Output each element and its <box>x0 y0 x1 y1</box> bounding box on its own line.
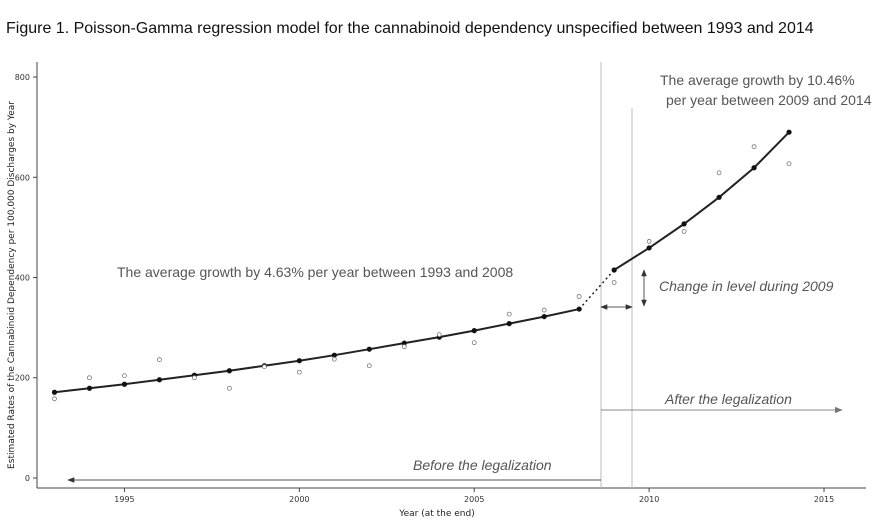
observed-point <box>646 239 652 244</box>
fitted-point <box>751 165 757 171</box>
annotation-after-legalization: After the legalization <box>664 391 792 407</box>
y-tick-label: 800 <box>15 73 30 82</box>
fitted-point <box>576 306 582 312</box>
observed-point <box>226 385 232 391</box>
fitted-point <box>506 321 512 327</box>
observed-point <box>541 307 547 313</box>
fitted-point <box>681 221 687 227</box>
observed-point <box>52 396 57 402</box>
observed-point <box>122 373 127 379</box>
fitted-point <box>156 377 163 383</box>
fitted-point <box>471 328 477 334</box>
annotation-before-legalization: Before the legalization <box>413 457 552 473</box>
x-tick-label: 1995 <box>114 495 134 504</box>
fitted-point <box>86 385 93 391</box>
observed-point <box>192 375 197 381</box>
chart-title: Figure 1. Poisson-Gamma regression model… <box>6 20 814 37</box>
annotation-level-change: Change in level during 2009 <box>659 278 834 294</box>
fitted-point <box>541 313 547 320</box>
observed-point <box>87 375 92 381</box>
annotation-growth-after-line2: per year between 2009 and 2014 <box>666 92 872 108</box>
annotation-growth-after-line1: The average growth by 10.46% <box>660 72 855 88</box>
fitted-point <box>366 346 372 352</box>
x-tick-label: 2010 <box>639 495 659 504</box>
observed-point <box>576 294 582 299</box>
observed-point <box>611 280 617 285</box>
observed-point <box>716 170 722 176</box>
fitted-point <box>716 194 722 200</box>
x-tick-label: 2005 <box>464 495 484 504</box>
fitted-point <box>401 340 407 346</box>
x-tick-label: 2000 <box>289 495 309 504</box>
fitted-point <box>226 368 232 374</box>
observed-point <box>436 332 442 338</box>
observed-point <box>506 311 512 317</box>
observed-point <box>157 357 162 363</box>
annotation-growth-before: The average growth by 4.63% per year bet… <box>117 264 513 280</box>
level-change-connector <box>578 269 615 310</box>
y-tick-label: 0 <box>25 474 30 483</box>
y-axis-label: Estimated Rates of the Cannabinoid Depen… <box>7 101 17 469</box>
fitted-point <box>611 267 617 273</box>
fitted-point <box>51 389 58 395</box>
fitted-point <box>646 245 652 251</box>
y-tick-label: 200 <box>15 374 30 383</box>
observed-point <box>296 369 302 375</box>
observed-point <box>471 340 477 346</box>
observed-point <box>681 228 687 234</box>
y-tick-label: 400 <box>15 274 30 283</box>
observed-point <box>366 363 372 369</box>
fitted-line-after <box>613 131 790 271</box>
observed-point <box>751 144 757 150</box>
fitted-line-before <box>54 308 580 394</box>
fitted-point <box>121 381 128 387</box>
y-tick-label: 600 <box>15 173 30 182</box>
observed-point <box>786 161 792 167</box>
x-axis-label: Year (at the end) <box>398 509 474 519</box>
observed-point <box>331 356 337 362</box>
observed-point <box>401 344 407 350</box>
observed-point <box>261 364 267 370</box>
x-tick-label: 2015 <box>814 495 834 504</box>
fitted-point <box>786 129 792 135</box>
fitted-point <box>331 352 337 358</box>
fitted-point <box>296 358 302 364</box>
